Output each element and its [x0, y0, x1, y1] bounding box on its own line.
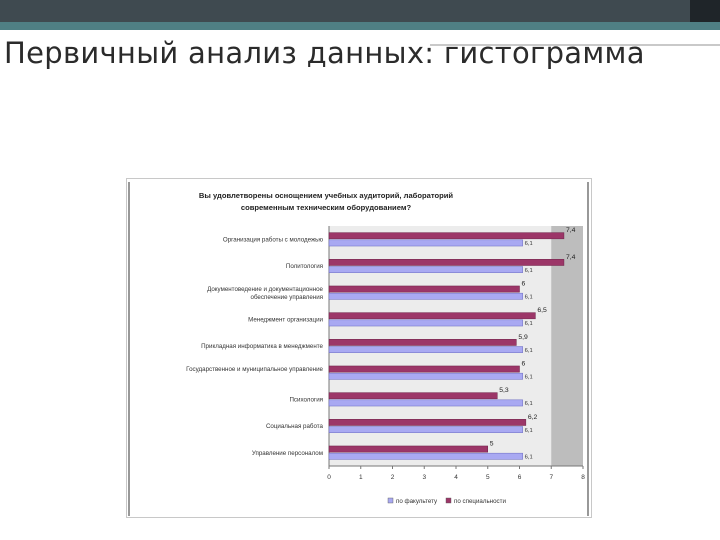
bar-faculty: [328, 239, 523, 247]
legend-label: по специальности: [454, 498, 506, 505]
data-label-faculty: 6,1: [525, 375, 533, 381]
bar-specialty: [328, 419, 527, 426]
bar-faculty: [328, 452, 523, 460]
bar-faculty: [328, 346, 523, 353]
data-label-specialty: 5: [490, 440, 494, 447]
x-tick-label: 8: [581, 474, 585, 481]
legend-swatch: [445, 497, 452, 504]
data-label-faculty: 6,1: [525, 241, 533, 247]
x-tick-label: 6: [518, 474, 522, 481]
slide-title: Первичный анализ данных: гистограмма: [4, 36, 645, 70]
title-rule: [430, 44, 720, 46]
chart-title-line-1: Вы удовлетворены оснощением учебных ауди…: [199, 191, 454, 200]
header-dark-band: [0, 0, 720, 22]
category-label: Социальная работа: [266, 423, 324, 430]
plot-background: [329, 226, 583, 466]
data-label-faculty: 6,1: [525, 348, 533, 354]
bar-specialty: [328, 365, 520, 373]
bar-specialty: [328, 312, 536, 320]
chart-title-line-2: современным техническим оборудованием?: [241, 203, 412, 212]
category-label: Психология: [289, 397, 323, 404]
plot-shaded-zone: [551, 226, 583, 466]
data-label-specialty: 6: [522, 280, 526, 287]
bar-faculty: [328, 372, 523, 380]
legend: по факультету по специальности: [387, 497, 506, 505]
data-label-specialty: 7,4: [566, 254, 576, 261]
x-tick-label: 0: [327, 474, 331, 481]
data-label-specialty: 7,4: [566, 227, 576, 234]
category-label: обеспечение управления: [251, 294, 323, 301]
bar-faculty: [328, 319, 523, 327]
x-tick-label: 7: [549, 474, 553, 481]
bar-faculty: [328, 266, 523, 273]
slide-header-bar: [0, 0, 720, 30]
header-corner-block: [690, 0, 720, 22]
category-label: Государственное и муниципальное управлен…: [186, 366, 323, 373]
data-label-faculty: 6,1: [525, 295, 533, 301]
x-tick-label: 3: [422, 474, 426, 481]
bar-specialty: [328, 259, 565, 266]
data-label-faculty: 6,1: [525, 455, 533, 461]
bar-faculty: [328, 292, 523, 300]
category-label: Прикладная информатика в менеджменте: [201, 343, 323, 350]
x-tick-label: 4: [454, 474, 458, 481]
bar-specialty: [328, 392, 498, 400]
category-label: Политология: [286, 263, 323, 270]
legend-label: по факультету: [396, 498, 438, 505]
data-label-faculty: 6,1: [525, 268, 533, 274]
category-label: Документоведение и документационное: [207, 286, 323, 293]
x-tick-label: 5: [486, 474, 490, 481]
data-label-specialty: 5,3: [499, 387, 509, 394]
data-label-faculty: 6,1: [525, 401, 533, 407]
bar-faculty: [328, 399, 523, 407]
data-label-specialty: 6,5: [537, 307, 547, 314]
data-label-specialty: 5,9: [518, 334, 528, 341]
bar-specialty: [328, 339, 517, 346]
header-accent-band: [0, 22, 720, 30]
x-tick-label: 2: [391, 474, 395, 481]
category-label: Организация работы с молодежью: [223, 237, 323, 244]
bar-faculty: [328, 426, 523, 433]
data-label-specialty: 6: [522, 360, 526, 367]
data-label-faculty: 6,1: [525, 428, 533, 434]
category-label: Управление персоналом: [252, 450, 323, 457]
data-label-specialty: 6,2: [528, 414, 538, 421]
x-tick-label: 1: [359, 474, 363, 481]
bar-specialty: [328, 232, 565, 240]
legend-swatch: [387, 497, 394, 504]
data-label-faculty: 6,1: [525, 321, 533, 327]
bar-specialty: [328, 285, 520, 293]
bar-chart: Вы удовлетворены оснощением учебных ауди…: [126, 178, 592, 518]
plot-area: 0 1 2 3 4 5 6 7 8 Организация работы с молодежью 7…: [186, 226, 585, 481]
category-label: Менеджмент организации: [248, 317, 323, 324]
bar-specialty: [328, 445, 488, 453]
